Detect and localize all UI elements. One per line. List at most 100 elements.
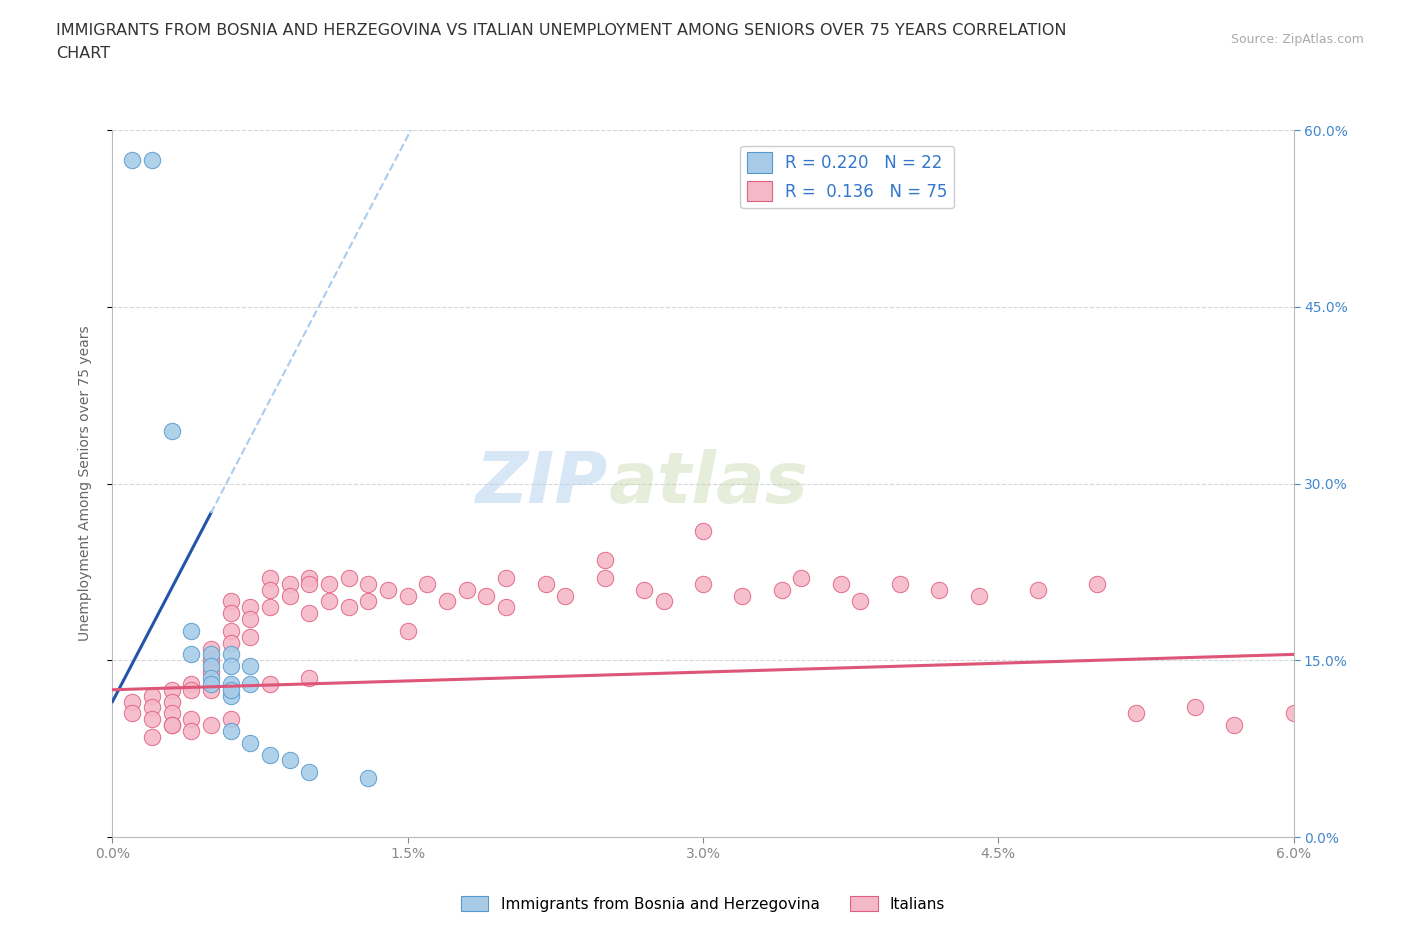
Point	[967, 588, 990, 603]
Text: ZIP: ZIP	[477, 449, 609, 518]
Point	[219, 688, 242, 703]
Point	[593, 570, 616, 585]
Point	[200, 671, 222, 685]
Point	[692, 524, 714, 538]
Point	[160, 683, 183, 698]
Point	[259, 676, 281, 691]
Text: IMMIGRANTS FROM BOSNIA AND HERZEGOVINA VS ITALIAN UNEMPLOYMENT AMONG SENIORS OVE: IMMIGRANTS FROM BOSNIA AND HERZEGOVINA V…	[56, 23, 1067, 38]
Point	[200, 718, 222, 733]
Point	[239, 600, 262, 615]
Point	[141, 729, 163, 744]
Point	[1085, 577, 1108, 591]
Point	[219, 594, 242, 609]
Point	[495, 600, 517, 615]
Point	[141, 688, 163, 703]
Point	[475, 588, 498, 603]
Legend: Immigrants from Bosnia and Herzegovina, Italians: Immigrants from Bosnia and Herzegovina, …	[454, 889, 952, 918]
Point	[200, 641, 222, 656]
Point	[200, 658, 222, 673]
Point	[357, 577, 380, 591]
Point	[830, 577, 852, 591]
Point	[633, 582, 655, 597]
Point	[160, 718, 183, 733]
Point	[219, 635, 242, 650]
Point	[180, 724, 202, 738]
Point	[200, 676, 222, 691]
Point	[593, 552, 616, 567]
Point	[652, 594, 675, 609]
Point	[436, 594, 458, 609]
Point	[298, 570, 321, 585]
Point	[160, 423, 183, 438]
Point	[416, 577, 439, 591]
Point	[554, 588, 576, 603]
Point	[396, 623, 419, 638]
Point	[1184, 700, 1206, 715]
Point	[219, 623, 242, 638]
Point	[180, 711, 202, 726]
Point	[1026, 582, 1049, 597]
Point	[200, 683, 222, 698]
Point	[160, 718, 183, 733]
Point	[219, 724, 242, 738]
Point	[141, 700, 163, 715]
Point	[180, 647, 202, 662]
Point	[692, 577, 714, 591]
Point	[200, 647, 222, 662]
Point	[239, 736, 262, 751]
Point	[239, 612, 262, 627]
Text: atlas: atlas	[609, 449, 808, 518]
Point	[889, 577, 911, 591]
Point	[160, 706, 183, 721]
Point	[396, 588, 419, 603]
Point	[278, 588, 301, 603]
Point	[1282, 706, 1305, 721]
Point	[337, 600, 360, 615]
Point	[278, 753, 301, 768]
Point	[298, 605, 321, 620]
Point	[160, 694, 183, 709]
Point	[219, 683, 242, 698]
Point	[121, 706, 143, 721]
Point	[180, 676, 202, 691]
Point	[219, 658, 242, 673]
Point	[239, 676, 262, 691]
Point	[259, 600, 281, 615]
Text: CHART: CHART	[56, 46, 110, 61]
Point	[731, 588, 754, 603]
Point	[770, 582, 793, 597]
Point	[534, 577, 557, 591]
Point	[790, 570, 813, 585]
Point	[357, 594, 380, 609]
Point	[456, 582, 478, 597]
Point	[357, 771, 380, 786]
Point	[141, 153, 163, 167]
Point	[495, 570, 517, 585]
Point	[298, 577, 321, 591]
Point	[219, 711, 242, 726]
Point	[219, 676, 242, 691]
Point	[200, 653, 222, 668]
Point	[298, 764, 321, 779]
Point	[318, 577, 340, 591]
Point	[219, 647, 242, 662]
Y-axis label: Unemployment Among Seniors over 75 years: Unemployment Among Seniors over 75 years	[77, 326, 91, 642]
Point	[278, 577, 301, 591]
Point	[259, 582, 281, 597]
Point	[849, 594, 872, 609]
Point	[239, 658, 262, 673]
Point	[219, 605, 242, 620]
Point	[200, 665, 222, 680]
Point	[121, 153, 143, 167]
Point	[298, 671, 321, 685]
Point	[239, 630, 262, 644]
Point	[121, 694, 143, 709]
Point	[180, 623, 202, 638]
Point	[337, 570, 360, 585]
Point	[928, 582, 950, 597]
Point	[259, 747, 281, 762]
Point	[180, 683, 202, 698]
Point	[377, 582, 399, 597]
Point	[318, 594, 340, 609]
Point	[141, 711, 163, 726]
